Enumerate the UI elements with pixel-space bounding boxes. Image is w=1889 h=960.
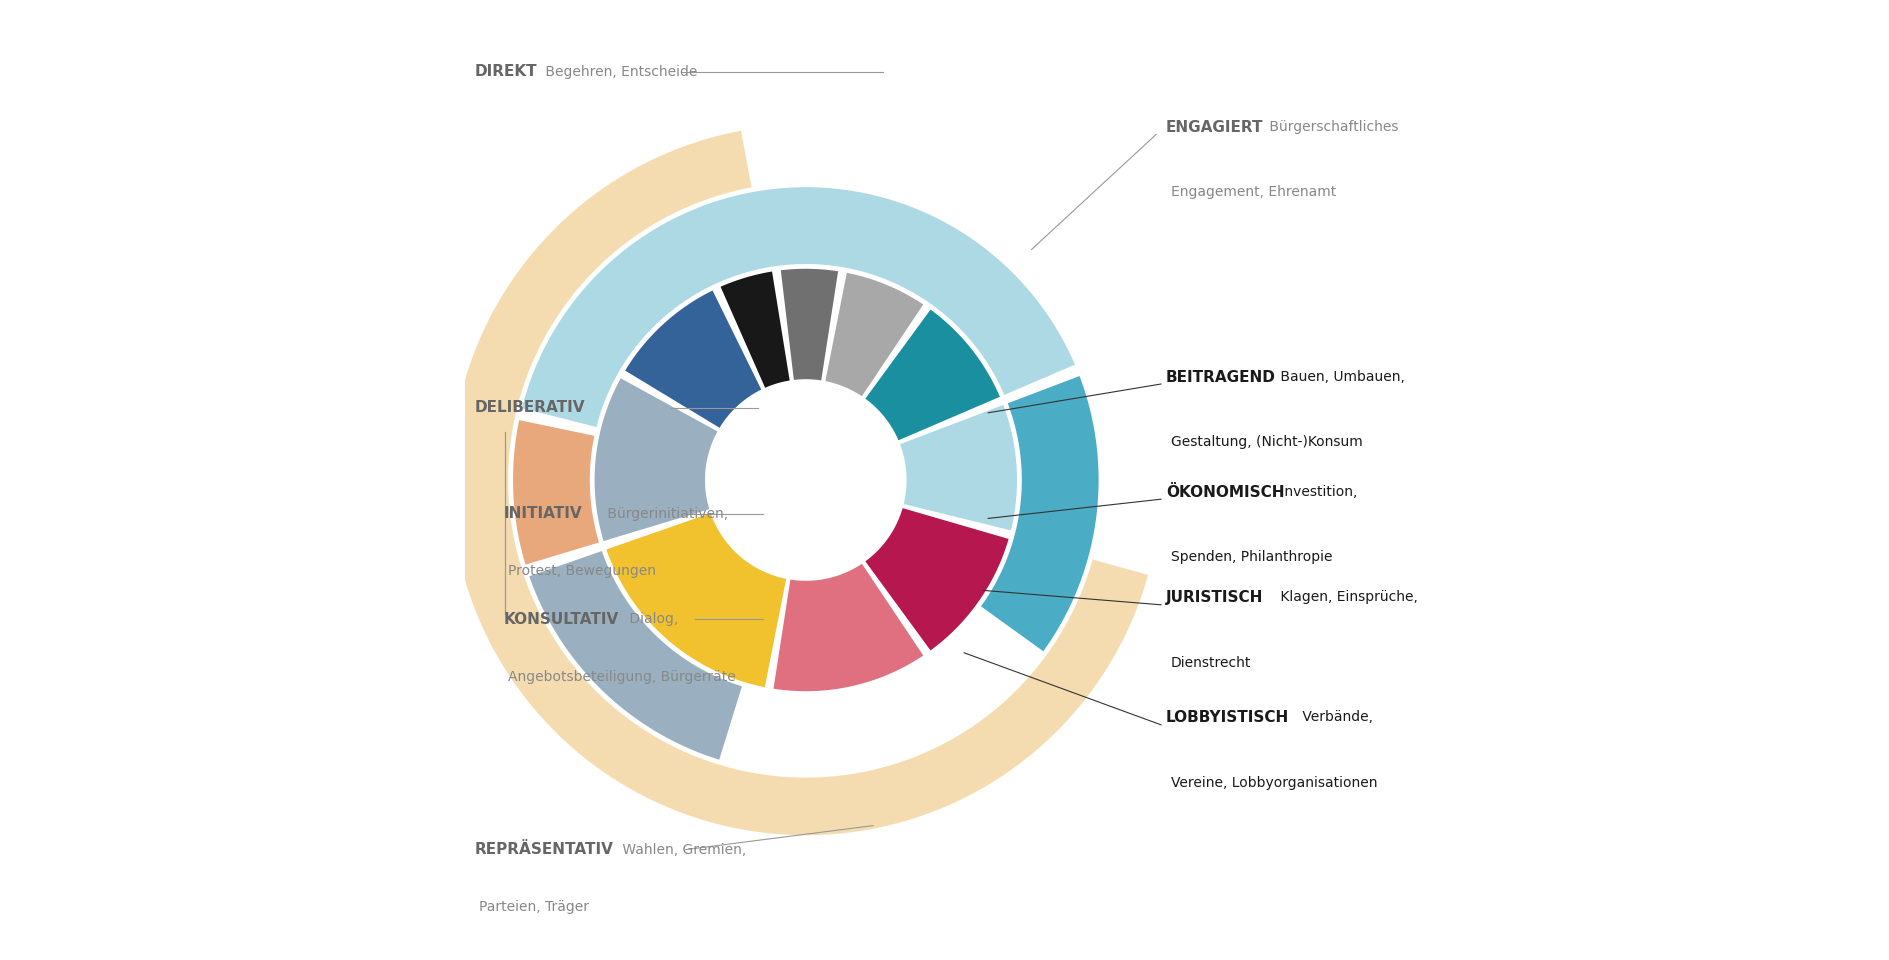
Text: Parteien, Träger: Parteien, Träger [480, 900, 589, 914]
Text: Verbände,: Verbände, [1298, 710, 1373, 725]
Polygon shape [529, 551, 742, 759]
Text: REPRÄSENTATIV: REPRÄSENTATIV [474, 842, 614, 857]
Text: Angebotsbeteiligung, Bürgerräte: Angebotsbeteiligung, Bürgerräte [508, 670, 735, 684]
Text: Klagen, Einsprüche,: Klagen, Einsprüche, [1275, 590, 1417, 605]
Polygon shape [865, 508, 1009, 651]
Text: LOBBYISTISCH: LOBBYISTISCH [1166, 710, 1288, 726]
Polygon shape [720, 272, 790, 388]
Text: ENGAGIERT: ENGAGIERT [1166, 120, 1262, 135]
Polygon shape [625, 291, 761, 428]
Polygon shape [512, 420, 599, 564]
Text: Spenden, Philanthropie: Spenden, Philanthropie [1169, 550, 1332, 564]
Polygon shape [865, 309, 999, 441]
Text: Protest, Bewegungen: Protest, Bewegungen [508, 564, 655, 578]
Polygon shape [773, 564, 924, 691]
Text: Dialog,: Dialog, [625, 612, 678, 626]
Text: Investition,: Investition, [1275, 485, 1356, 499]
Polygon shape [606, 514, 786, 687]
Text: KONSULTATIV: KONSULTATIV [502, 612, 618, 627]
Text: Vereine, Lobbyorganisationen: Vereine, Lobbyorganisationen [1169, 776, 1377, 790]
Text: Gestaltung, (Nicht-)Konsum: Gestaltung, (Nicht-)Konsum [1169, 435, 1362, 449]
Polygon shape [825, 273, 924, 396]
Text: DELIBERATIV: DELIBERATIV [474, 400, 586, 416]
Text: Engagement, Ehrenamt: Engagement, Ehrenamt [1169, 185, 1336, 200]
Text: BEITRAGEND: BEITRAGEND [1166, 370, 1275, 385]
Polygon shape [595, 378, 718, 541]
Text: Begehren, Entscheide: Begehren, Entscheide [540, 65, 697, 79]
Text: ÖKONOMISCH: ÖKONOMISCH [1166, 485, 1285, 500]
Text: Bauen, Umbauen,: Bauen, Umbauen, [1275, 370, 1404, 384]
Text: Bürgerschaftliches: Bürgerschaftliches [1264, 120, 1398, 134]
Text: INITIATIV: INITIATIV [502, 506, 582, 521]
Polygon shape [521, 187, 1075, 427]
Polygon shape [780, 269, 837, 380]
Polygon shape [980, 376, 1098, 651]
Circle shape [710, 384, 901, 576]
Polygon shape [450, 131, 1147, 835]
Text: JURISTISCH: JURISTISCH [1166, 590, 1262, 606]
Text: Wahlen, Gremien,: Wahlen, Gremien, [618, 843, 746, 856]
Text: Dienstrecht: Dienstrecht [1169, 656, 1251, 670]
Text: Bürgerinitiativen,: Bürgerinitiativen, [603, 507, 727, 520]
Text: DIREKT: DIREKT [474, 64, 536, 80]
Polygon shape [899, 405, 1016, 530]
